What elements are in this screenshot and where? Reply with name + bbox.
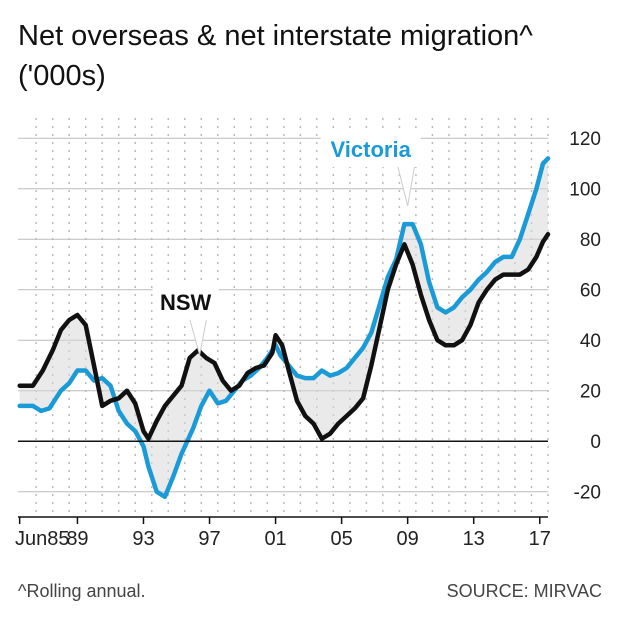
chart-title: Net overseas & net interstate migration^… — [18, 16, 608, 96]
series-label-victoria: Victoria — [331, 137, 412, 162]
x-tick-label: 89 — [66, 528, 88, 550]
footnote: ^Rolling annual. — [18, 581, 146, 601]
callout-box-nsw — [152, 281, 219, 320]
x-tick-label: 09 — [397, 528, 419, 550]
y-tick-label: 80 — [580, 230, 601, 251]
callout-mask-victoria — [398, 163, 414, 168]
x-tick-label: 13 — [463, 528, 485, 550]
source-note: SOURCE: MIRVAC — [446, 581, 602, 601]
y-tick-label: 40 — [580, 331, 601, 352]
x-tick-label: 97 — [198, 528, 220, 550]
x-tick-label: 93 — [132, 528, 154, 550]
series-line-nsw — [17, 231, 551, 441]
callout-box-victoria — [320, 128, 421, 167]
callout-pointer-victoria — [397, 165, 416, 207]
y-tick-label: 20 — [580, 382, 601, 403]
x-tick-label: 05 — [330, 528, 352, 550]
y-tick-label: 60 — [580, 281, 601, 302]
series-layer — [17, 156, 551, 500]
between-series-fill — [19, 158, 548, 497]
y-tick-label: 120 — [569, 129, 601, 150]
x-tick-label: 17 — [529, 528, 551, 550]
chart-title-line2: ('000s) — [18, 60, 106, 92]
y-tick-label: -20 — [574, 483, 601, 504]
chart-title-line1: Net overseas & net interstate migration^ — [18, 20, 533, 52]
callout-mask-nsw — [190, 316, 206, 321]
y-tick-label: 100 — [569, 180, 601, 201]
series-label-nsw: NSW — [160, 290, 212, 315]
axis-layer — [18, 440, 548, 524]
y-tick-label: 0 — [590, 432, 601, 453]
callout-pointer-nsw — [188, 318, 208, 356]
x-tick-label: Jun85 — [15, 528, 70, 550]
x-tick-label: 01 — [264, 528, 286, 550]
